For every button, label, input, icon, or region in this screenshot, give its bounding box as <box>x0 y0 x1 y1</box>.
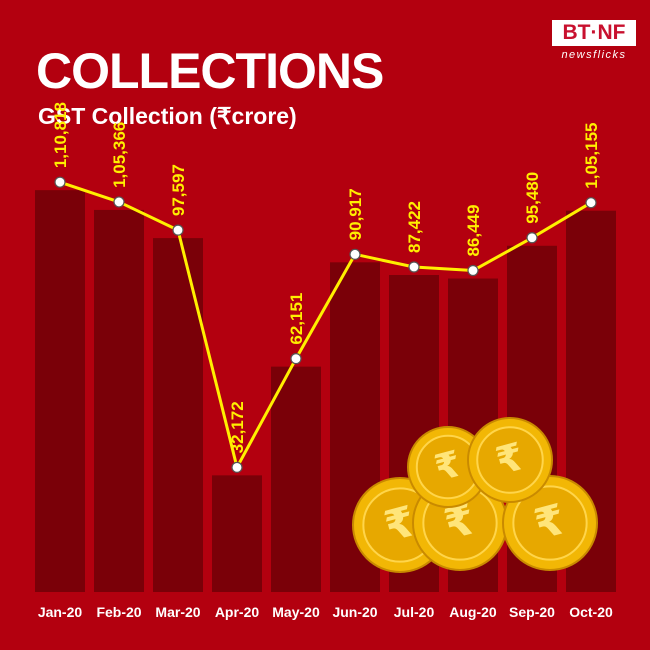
x-tick-label: Jul-20 <box>394 604 435 620</box>
data-point <box>290 353 302 365</box>
data-point <box>113 196 125 208</box>
rupee-coins-illustration: ₹ ₹ ₹₹ ₹ <box>352 417 598 573</box>
trend-line <box>59 180 592 469</box>
data-point <box>349 248 361 260</box>
data-point <box>408 261 420 273</box>
bar-jan-20 <box>35 190 85 592</box>
x-tick-label-group: Jan-20 Feb-20 Mar-20 Apr-20 May-20 Jun-20 Jul-… <box>38 604 613 620</box>
x-tick-label: Feb-20 <box>96 604 141 620</box>
x-tick-label: Mar-20 <box>155 604 200 620</box>
bar-feb-20 <box>94 209 144 592</box>
value-label: 90,917 <box>346 188 365 240</box>
data-point <box>585 197 597 209</box>
bar-mar-20 <box>153 238 203 592</box>
value-label: 86,449 <box>464 205 483 257</box>
value-label: 32,172 <box>228 401 247 453</box>
value-label: 1,05,366 <box>110 122 129 188</box>
x-tick-label: Jan-20 <box>38 604 83 620</box>
x-tick-label: May-20 <box>272 604 320 620</box>
bt-newsflicks-logo: BT·NF newsflicks <box>552 20 636 64</box>
value-label: 1,05,155 <box>582 123 601 189</box>
x-tick-label: Apr-20 <box>215 604 260 620</box>
x-tick-label: Jun-20 <box>332 604 377 620</box>
value-label: 1,10,818 <box>51 102 70 168</box>
page-title: COLLECTIONS <box>36 43 384 99</box>
value-label: 97,597 <box>169 164 188 216</box>
data-point <box>231 461 243 473</box>
value-label: 87,422 <box>405 201 424 253</box>
data-point <box>172 224 184 236</box>
bar-group <box>35 190 616 592</box>
logo-wordmark: newsflicks <box>561 49 627 61</box>
bar-apr-20 <box>212 475 262 592</box>
trend-line-group <box>54 176 597 473</box>
data-point <box>526 232 538 244</box>
value-label: 95,480 <box>523 172 542 224</box>
coin-icon: ₹ <box>467 417 553 503</box>
x-tick-label: Sep-20 <box>509 604 555 620</box>
chart-subtitle: GST Collection (₹crore) <box>38 103 297 129</box>
logo-mark: BT·NF <box>552 20 636 46</box>
data-point <box>54 176 66 188</box>
x-tick-label: Aug-20 <box>449 604 497 620</box>
value-label-group: 1,10,818 1,05,366 97,597 32,172 62,151 90,917… <box>51 102 601 453</box>
data-point <box>467 264 479 277</box>
bar-may-20 <box>271 366 321 592</box>
value-label: 62,151 <box>287 293 306 345</box>
x-tick-label: Oct-20 <box>569 604 613 620</box>
